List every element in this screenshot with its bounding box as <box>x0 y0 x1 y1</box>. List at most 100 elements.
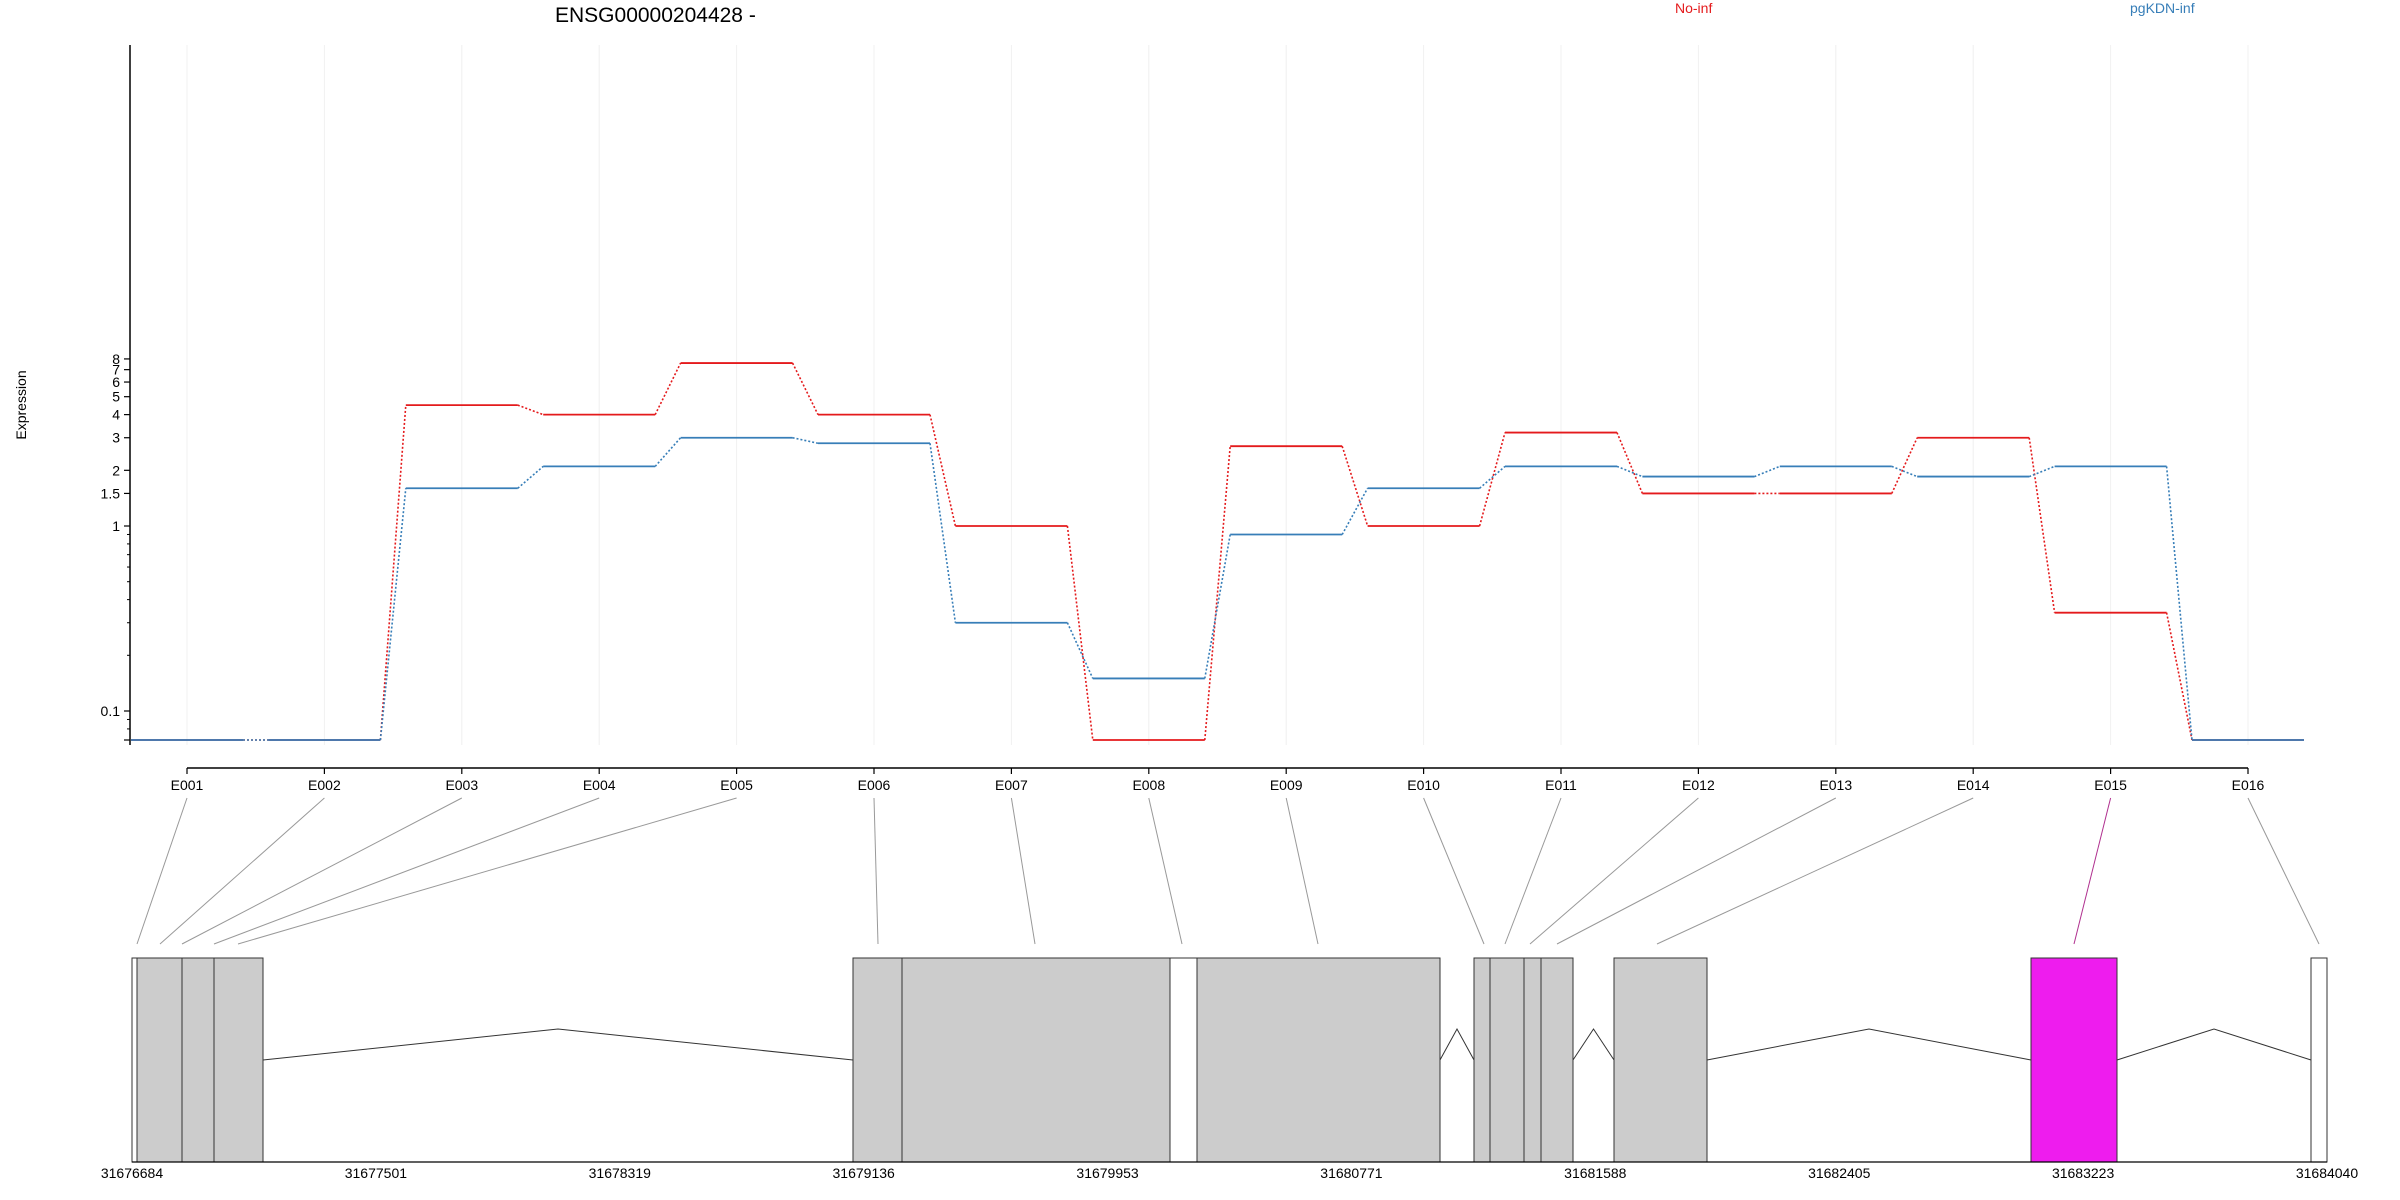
series-transition <box>1066 525 1094 741</box>
x-tick-label: E015 <box>2094 777 2127 793</box>
series-transition <box>2028 437 2056 613</box>
y-tick-label: 1.5 <box>101 485 121 501</box>
exon-connector-line <box>1656 797 1974 945</box>
y-tick-label: 4 <box>112 407 120 423</box>
x-tick-label: E007 <box>995 777 1028 793</box>
x-tick-label: E013 <box>1819 777 1852 793</box>
exon-connector-line <box>181 797 463 945</box>
series-transition <box>1204 446 1231 741</box>
series-transition <box>379 488 407 741</box>
genomic-coordinate-label: 31681588 <box>1564 1165 1627 1181</box>
x-tick-label: E009 <box>1270 777 1303 793</box>
exon-box-unexpressed <box>131 957 138 1163</box>
series-transition <box>654 362 682 415</box>
exon-box-unexpressed <box>1169 957 1198 1163</box>
x-tick-label: E008 <box>1132 777 1165 793</box>
exon-connector-line <box>1504 797 1562 945</box>
genomic-coordinate-label: 31679136 <box>833 1165 896 1181</box>
exon-box <box>852 957 1171 1163</box>
series-transition <box>654 437 682 467</box>
series-transition <box>1891 437 1918 494</box>
series-transition <box>517 465 544 489</box>
y-axis-label: Expression <box>13 370 29 439</box>
grid-layer <box>186 45 2249 745</box>
exon-connector-layer <box>136 797 2320 945</box>
genomic-coordinate-label: 31678319 <box>589 1165 652 1181</box>
exon-connector-line <box>136 797 188 945</box>
x-tick-label: E004 <box>583 777 616 793</box>
series-transition <box>1204 534 1231 679</box>
y-tick-label: 5 <box>112 389 120 405</box>
exon-box <box>1196 957 1441 1163</box>
x-tick-label: E005 <box>720 777 753 793</box>
series-layer <box>131 362 2304 741</box>
intron-line <box>1706 1028 2032 1061</box>
exon-connector-line <box>1148 797 1183 945</box>
intron-line <box>1439 1027 1475 1061</box>
y-tick-label: 2 <box>112 462 120 478</box>
series-transition <box>379 405 407 741</box>
y-tick-label: 1 <box>112 518 120 534</box>
exon-box <box>1613 957 1708 1163</box>
x-tick-label: E003 <box>445 777 478 793</box>
genomic-coordinate-label: 31680771 <box>1320 1165 1383 1181</box>
x-tick-label: E001 <box>171 777 204 793</box>
genomic-coordinate-label: 31677501 <box>345 1165 408 1181</box>
series-transition <box>1754 465 1781 478</box>
exon-connector-line <box>1529 797 1699 945</box>
exon-connector-line <box>1556 797 1837 945</box>
series-transition <box>1341 487 1369 535</box>
x-tick-label: E010 <box>1407 777 1440 793</box>
series-no-inf <box>131 362 2304 741</box>
exon-connector-line <box>159 797 325 945</box>
genomic-coordinate-label: 31676684 <box>101 1165 164 1181</box>
exon-connector-line <box>2247 797 2320 945</box>
y-tick-label: 0.1 <box>101 703 121 719</box>
series-transition <box>1616 432 1644 494</box>
intron-line <box>2116 1028 2312 1061</box>
series-pgkdn-inf <box>131 436 2304 741</box>
intron-line <box>262 1028 854 1061</box>
y-tick-label: 8 <box>112 351 120 367</box>
intron-line <box>1572 1028 1615 1061</box>
genomic-coordinate-label: 31682405 <box>1808 1165 1871 1181</box>
x-tick-label: E016 <box>2232 777 2265 793</box>
exon-connector-line <box>873 797 879 945</box>
exon-connector-line <box>1423 797 1485 945</box>
exon-connector-line <box>2073 797 2112 945</box>
series-transition <box>791 362 819 415</box>
genomic-coordinate-label: 31679953 <box>1076 1165 1139 1181</box>
x-tick-label: E011 <box>1545 777 1577 793</box>
exon-box <box>2310 957 2328 1163</box>
series-transition <box>1478 432 1506 527</box>
exon-connector-line <box>1285 797 1319 945</box>
chart-title: ENSG00000204428 - <box>555 4 756 27</box>
exon-connector-line <box>1010 797 1036 945</box>
series-transition <box>1479 465 1506 489</box>
exon-connector-line <box>237 797 737 945</box>
genomic-coordinate-label: 31684040 <box>2296 1165 2359 1181</box>
exon-box-highlighted <box>2030 957 2118 1163</box>
series-transition <box>1891 465 1918 478</box>
x-tick-label: E014 <box>1957 777 1990 793</box>
x-tick-label: E006 <box>858 777 891 793</box>
y-tick-label: 3 <box>112 430 120 446</box>
y-tick-label: 7 <box>112 362 120 378</box>
x-tick-label: E002 <box>308 777 341 793</box>
genomic-coordinate-label: 31683223 <box>2052 1165 2115 1181</box>
series-transition <box>1341 445 1369 527</box>
legend-pgkdn-inf: pgKDN-inf <box>2130 0 2195 16</box>
series-transition <box>792 436 819 445</box>
x-tick-label: E012 <box>1682 777 1715 793</box>
series-transition <box>1616 465 1643 478</box>
y-tick-label: 6 <box>112 374 120 390</box>
series-transition <box>2028 465 2055 478</box>
series-transition <box>2165 466 2193 741</box>
series-transition <box>517 404 544 416</box>
legend-no-inf: No-inf <box>1675 0 1712 16</box>
exon-connector-line <box>213 797 600 945</box>
exon-box <box>131 957 264 1163</box>
series-transition <box>929 414 957 527</box>
